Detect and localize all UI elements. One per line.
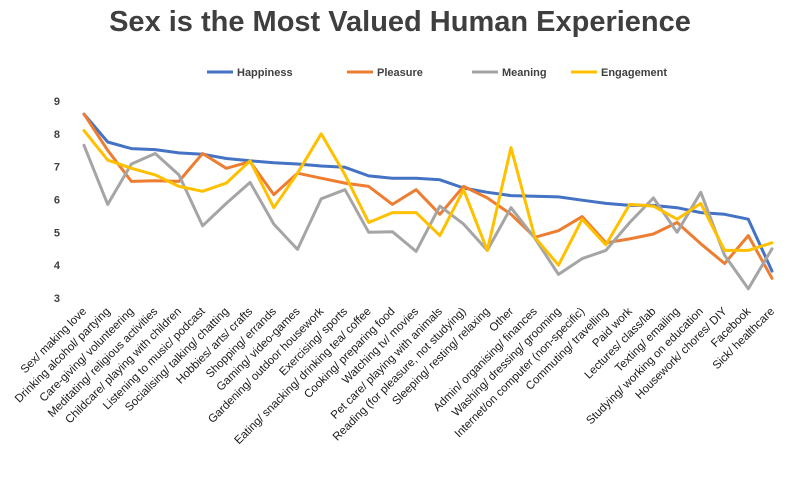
series-line-meaning [82, 143, 774, 291]
y-tick-label: 4 [54, 260, 61, 272]
chart-title: Sex is the Most Valued Human Experience [109, 6, 691, 38]
y-tick-label: 9 [54, 96, 60, 108]
y-tick-label: 8 [54, 129, 60, 141]
legend-label-pleasure: Pleasure [377, 67, 423, 79]
series-line-pleasure [82, 112, 774, 280]
legend-label-happiness: Happiness [237, 67, 293, 79]
legend-label-meaning: Meaning [502, 67, 547, 79]
y-tick-label: 5 [54, 227, 60, 239]
legend-label-engagement: Engagement [601, 67, 667, 79]
y-tick-label: 6 [54, 195, 60, 207]
y-tick-label: 3 [54, 293, 60, 305]
y-tick-label: 7 [54, 162, 60, 174]
series-line-engagement [82, 129, 774, 267]
